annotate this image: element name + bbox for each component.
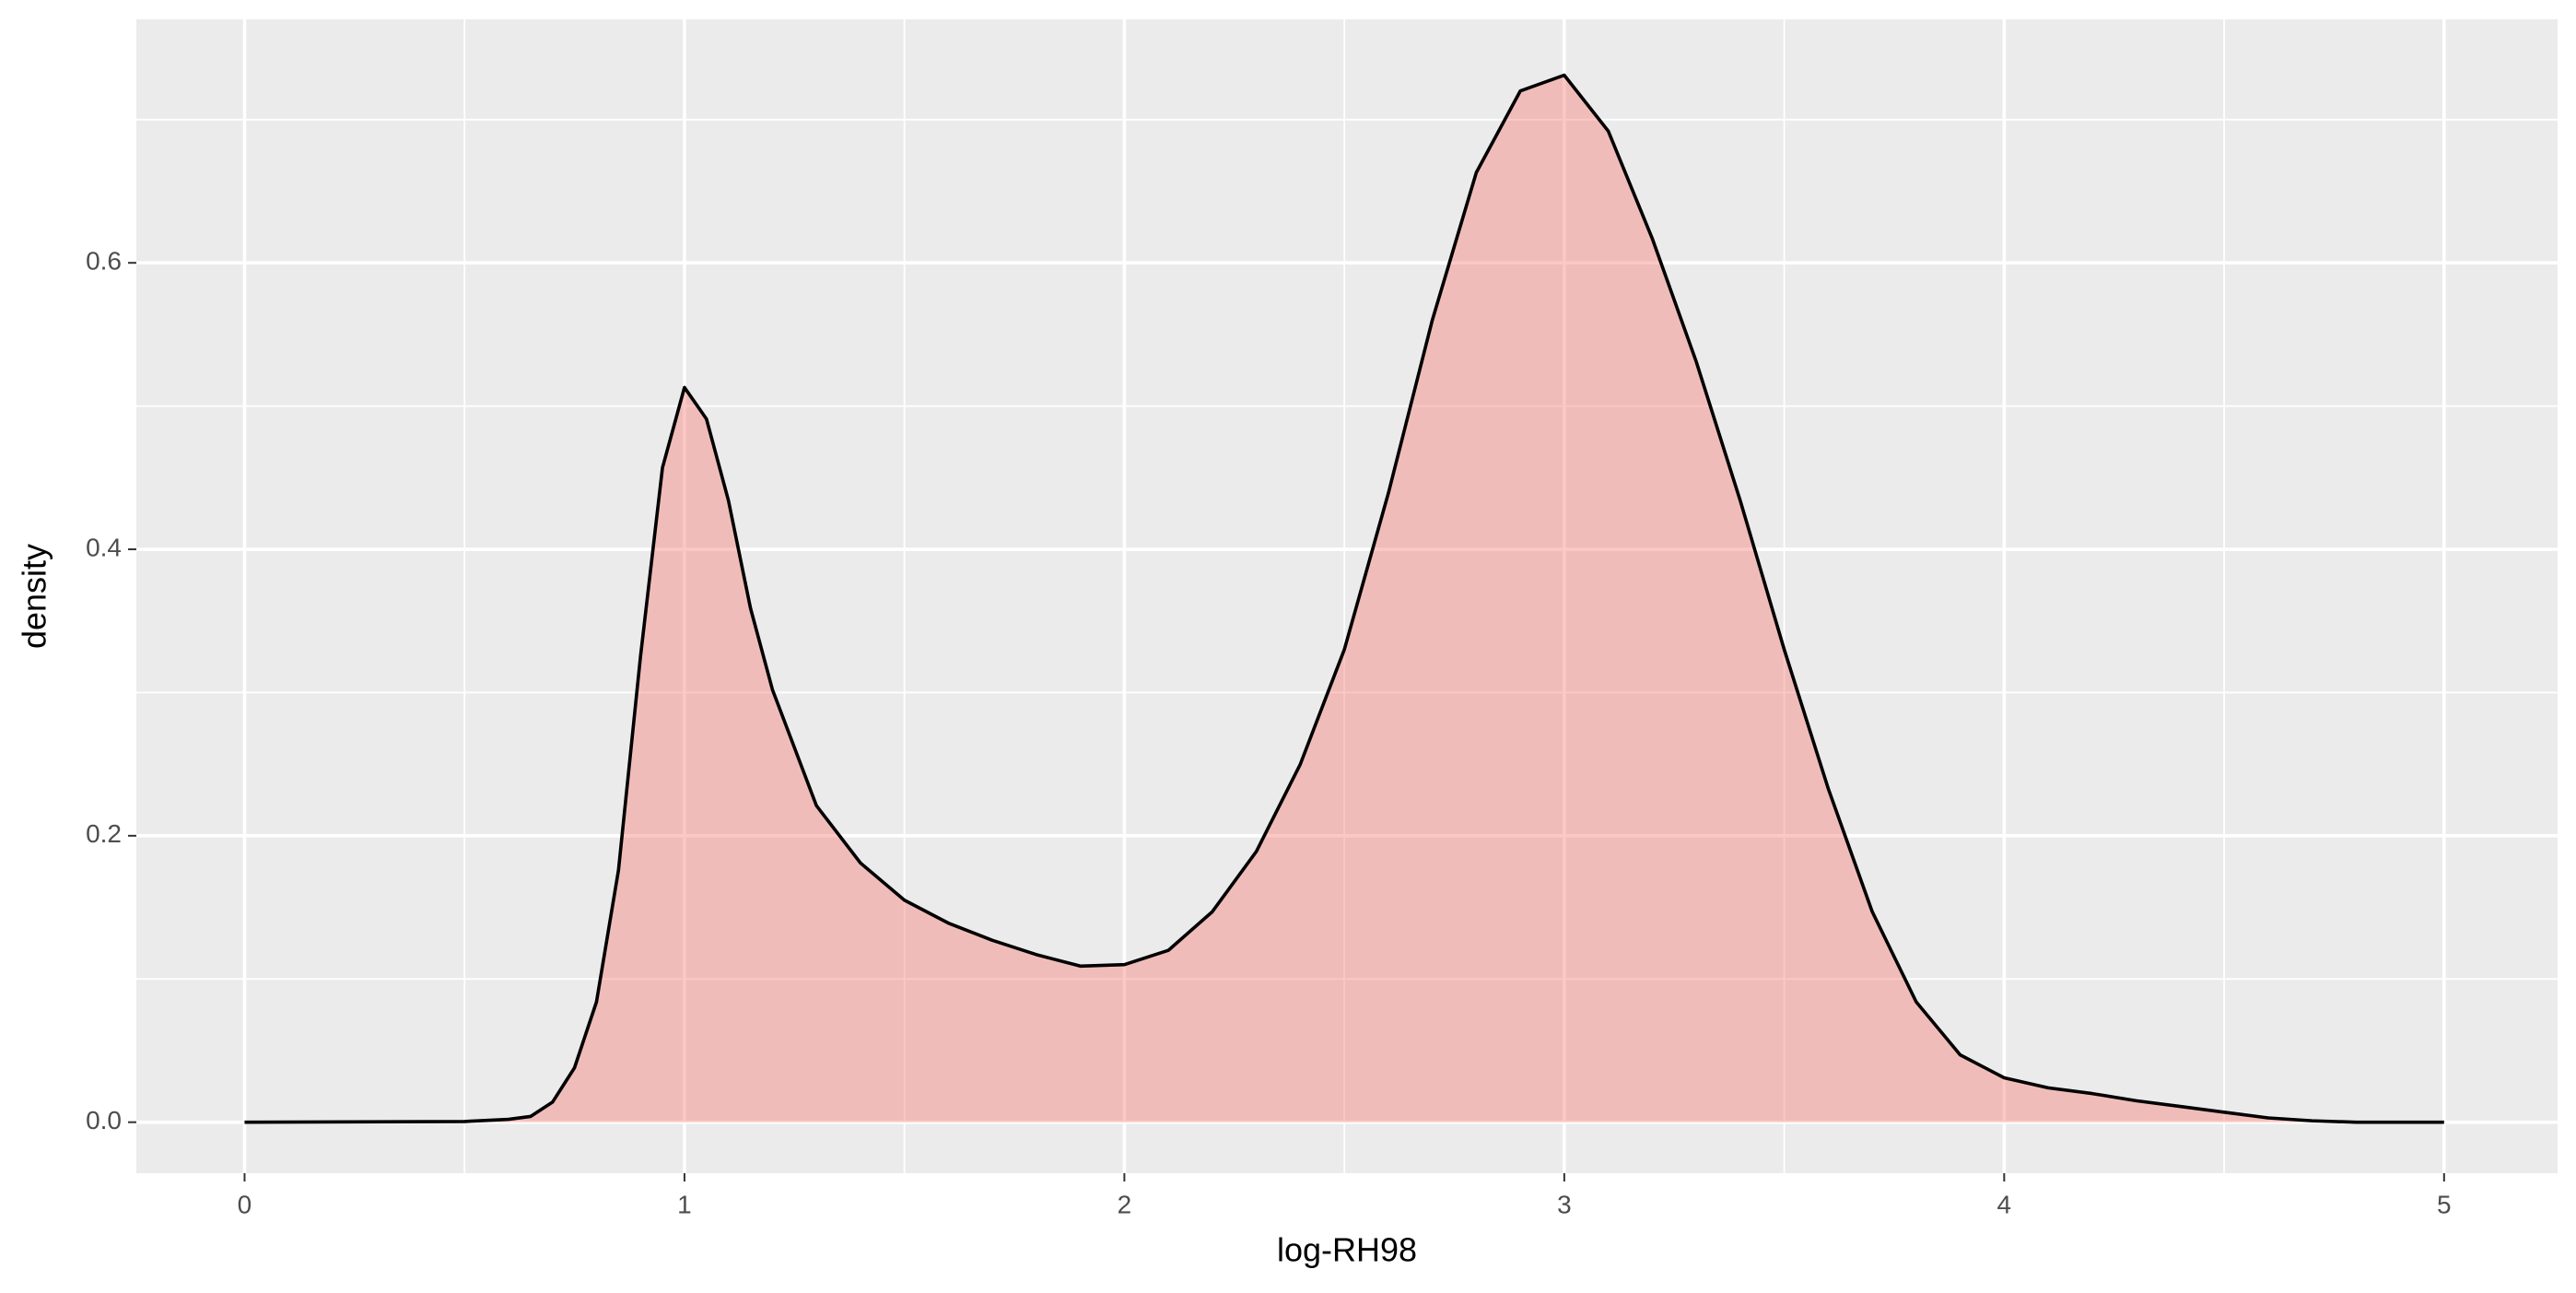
- x-tick-label: 2: [1118, 1190, 1132, 1218]
- y-axis-title: density: [16, 544, 53, 649]
- y-tick-label: 0.2: [86, 819, 122, 848]
- y-tick-label: 0.4: [86, 533, 122, 561]
- plot-panel: [136, 19, 2558, 1173]
- density-area: [244, 75, 2444, 1123]
- x-tick-label: 4: [1997, 1190, 2012, 1218]
- grid: [136, 19, 2558, 1173]
- density-line: [244, 73, 2444, 1124]
- x-tick-label: 1: [677, 1190, 692, 1218]
- y-tick-label: 0.6: [86, 247, 122, 276]
- x-tick-label: 5: [2437, 1190, 2452, 1218]
- x-tick-label: 0: [238, 1190, 252, 1218]
- x-axis-title: log-RH98: [1277, 1231, 1417, 1269]
- y-tick-label: 0.0: [86, 1106, 122, 1134]
- x-tick-label: 3: [1557, 1190, 1572, 1218]
